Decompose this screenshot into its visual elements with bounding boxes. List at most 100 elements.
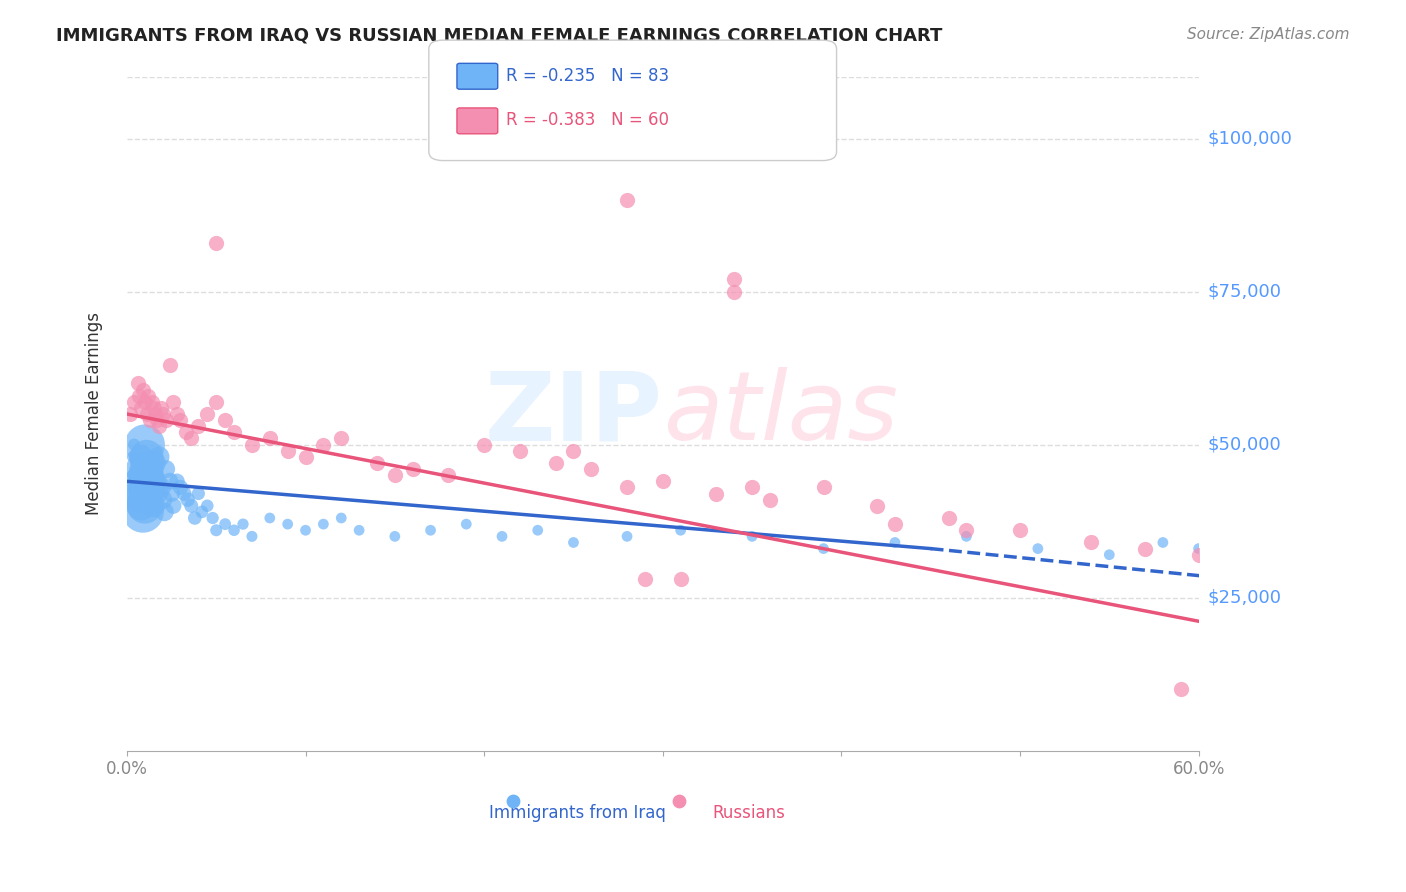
Point	[1036, 743, 1059, 757]
Immigrants from Iraq	[232, 517, 254, 532]
Immigrants from Iraq	[240, 529, 263, 543]
Immigrants from Iraq	[129, 480, 152, 494]
Russians	[180, 432, 202, 446]
Immigrants from Iraq	[125, 480, 148, 494]
Immigrants from Iraq	[191, 505, 214, 519]
Russians	[187, 419, 209, 434]
Russians	[1080, 535, 1102, 549]
Russians	[259, 432, 281, 446]
Immigrants from Iraq	[214, 517, 236, 532]
Russians	[141, 394, 163, 409]
Immigrants from Iraq	[955, 529, 977, 543]
Immigrants from Iraq	[122, 475, 145, 489]
Immigrants from Iraq	[127, 492, 149, 507]
Immigrants from Iraq	[330, 511, 353, 525]
Immigrants from Iraq	[135, 480, 157, 494]
Immigrants from Iraq	[160, 486, 183, 500]
Russians	[437, 468, 460, 483]
Immigrants from Iraq	[135, 450, 157, 464]
Immigrants from Iraq	[1205, 548, 1227, 562]
Immigrants from Iraq	[187, 486, 209, 500]
Immigrants from Iraq	[159, 475, 181, 489]
Immigrants from Iraq	[134, 437, 156, 451]
Russians	[149, 401, 172, 415]
Immigrants from Iraq	[128, 468, 150, 483]
Russians	[1188, 548, 1211, 562]
Russians	[294, 450, 316, 464]
Text: Source: ZipAtlas.com: Source: ZipAtlas.com	[1187, 27, 1350, 42]
Russians	[955, 523, 977, 537]
Immigrants from Iraq	[491, 529, 513, 543]
Russians	[402, 462, 425, 476]
Y-axis label: Median Female Earnings: Median Female Earnings	[86, 312, 103, 516]
Russians	[135, 407, 157, 421]
Immigrants from Iraq	[741, 529, 763, 543]
Immigrants from Iraq	[384, 529, 406, 543]
Russians	[562, 443, 585, 458]
Russians	[152, 407, 174, 421]
Russians	[145, 407, 167, 421]
Immigrants from Iraq	[153, 505, 176, 519]
Immigrants from Iraq	[180, 499, 202, 513]
Immigrants from Iraq	[259, 511, 281, 525]
Russians	[174, 425, 197, 440]
Immigrants from Iraq	[128, 480, 150, 494]
Text: $100,000: $100,000	[1208, 129, 1292, 148]
Immigrants from Iraq	[142, 456, 165, 470]
Russians	[162, 394, 184, 409]
Russians	[884, 517, 907, 532]
Immigrants from Iraq	[173, 486, 195, 500]
Russians	[134, 394, 156, 409]
Immigrants from Iraq	[1223, 554, 1246, 568]
Russians	[1133, 541, 1156, 556]
Russians	[759, 492, 782, 507]
Immigrants from Iraq	[121, 468, 143, 483]
Immigrants from Iraq	[526, 523, 548, 537]
Immigrants from Iraq	[138, 486, 160, 500]
Immigrants from Iraq	[277, 517, 299, 532]
Point	[759, 743, 782, 757]
Text: Russians: Russians	[711, 805, 785, 822]
Immigrants from Iraq	[1241, 560, 1264, 574]
Text: $50,000: $50,000	[1208, 435, 1281, 453]
Point	[1205, 327, 1227, 342]
Russians	[330, 432, 353, 446]
Point	[205, 235, 228, 250]
Immigrants from Iraq	[155, 462, 177, 476]
Immigrants from Iraq	[129, 499, 152, 513]
Immigrants from Iraq	[134, 475, 156, 489]
Immigrants from Iraq	[149, 480, 172, 494]
Immigrants from Iraq	[125, 456, 148, 470]
Russians	[651, 475, 673, 489]
Russians	[616, 480, 638, 494]
Russians	[704, 486, 727, 500]
Immigrants from Iraq	[146, 486, 169, 500]
Immigrants from Iraq	[813, 541, 835, 556]
Text: $75,000: $75,000	[1208, 283, 1281, 301]
Russians	[240, 437, 263, 451]
Immigrants from Iraq	[138, 462, 160, 476]
Russians	[669, 572, 692, 586]
Immigrants from Iraq	[347, 523, 370, 537]
Immigrants from Iraq	[134, 499, 156, 513]
Immigrants from Iraq	[125, 462, 148, 476]
Russians	[366, 456, 388, 470]
Russians	[127, 376, 149, 391]
Text: ZIP: ZIP	[485, 368, 662, 460]
Immigrants from Iraq	[669, 523, 692, 537]
Russians	[634, 572, 657, 586]
Immigrants from Iraq	[1098, 548, 1121, 562]
Russians	[581, 462, 603, 476]
Immigrants from Iraq	[129, 450, 152, 464]
Immigrants from Iraq	[142, 499, 165, 513]
Russians	[544, 456, 567, 470]
Immigrants from Iraq	[169, 480, 191, 494]
Russians	[472, 437, 495, 451]
Immigrants from Iraq	[562, 535, 585, 549]
Point	[1170, 682, 1192, 697]
Immigrants from Iraq	[166, 475, 188, 489]
Russians	[741, 480, 763, 494]
Russians	[159, 358, 181, 372]
Russians	[866, 499, 889, 513]
Immigrants from Iraq	[312, 517, 335, 532]
